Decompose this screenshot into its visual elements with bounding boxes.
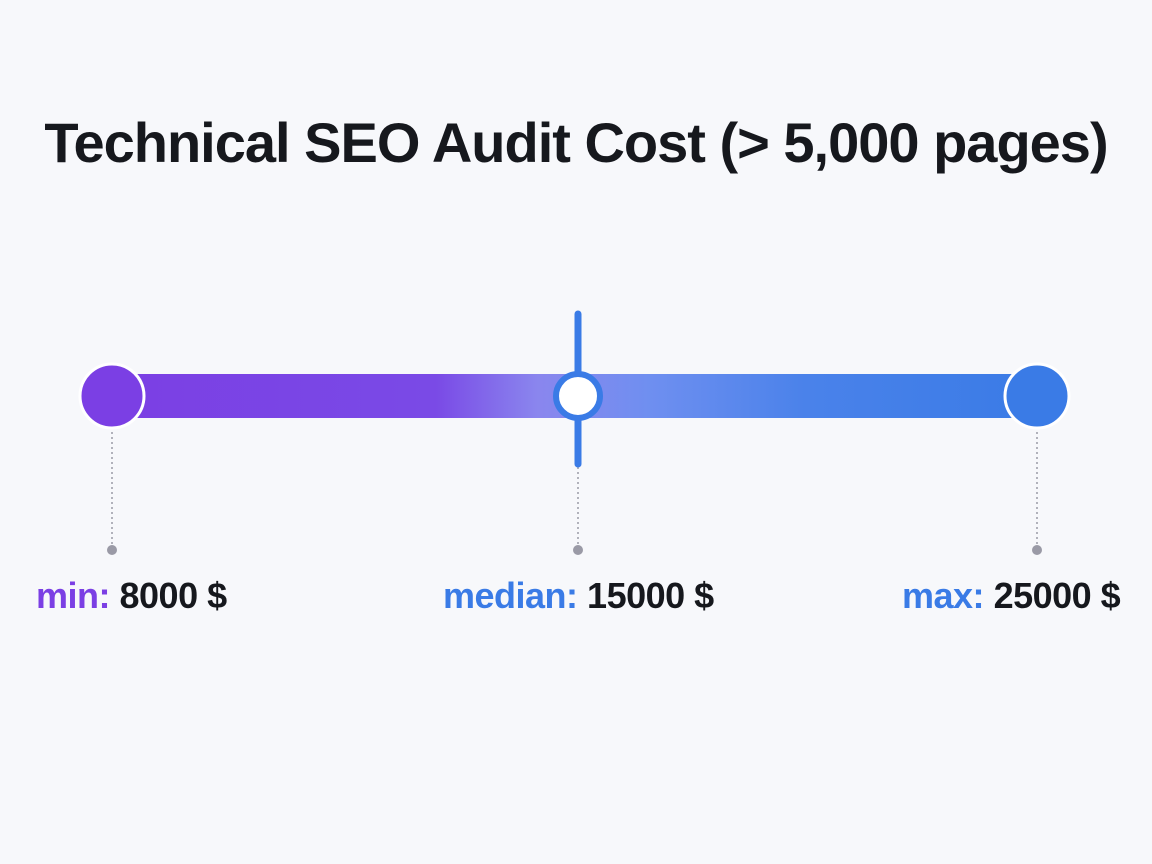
median-guide-dot — [573, 545, 583, 555]
min-marker — [78, 362, 146, 430]
chart-title: Technical SEO Audit Cost (> 5,000 pages) — [44, 111, 1108, 174]
max-label-key: max: — [902, 575, 985, 616]
median-label: median: 15000 $ — [443, 572, 714, 620]
min-guide-dot — [107, 545, 117, 555]
min-label-key: min: — [36, 575, 111, 616]
max-label-value: 25000 $ — [993, 575, 1121, 616]
min-label: min: 8000 $ — [36, 572, 227, 620]
median-label-key: median: — [443, 575, 578, 616]
max-guide-dot — [1032, 545, 1042, 555]
max-label: max: 25000 $ — [902, 572, 1121, 620]
max-marker — [1003, 362, 1071, 430]
median-marker — [553, 371, 603, 421]
min-label-value: 8000 $ — [119, 575, 228, 616]
median-label-value: 15000 $ — [587, 575, 714, 616]
